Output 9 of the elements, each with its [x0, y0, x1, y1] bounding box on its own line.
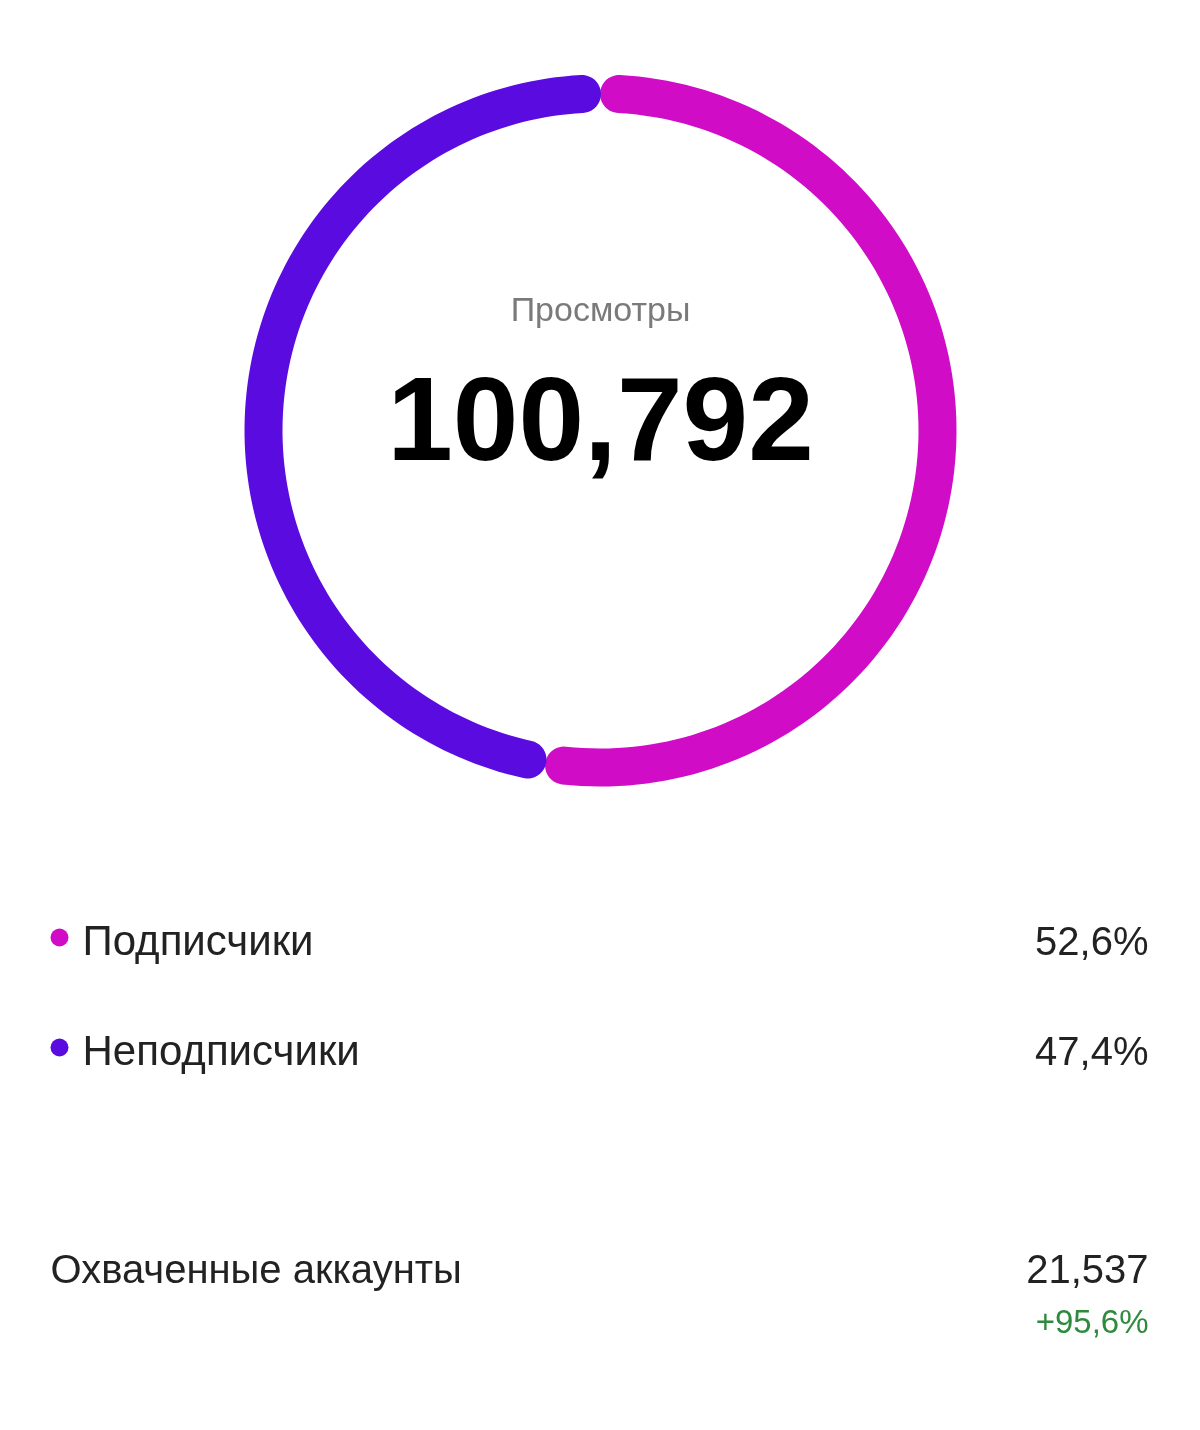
- legend-label: Неподписчики: [82, 1027, 360, 1074]
- text: Просмотры: [510, 289, 691, 328]
- text: Охваченные аккаунты: [50, 1246, 462, 1291]
- text: +95,6%: [1035, 1303, 1149, 1340]
- text: 100,792: [387, 352, 814, 485]
- text: 21,537: [1026, 1246, 1149, 1291]
- data-label: 47,4%: [1035, 1028, 1149, 1073]
- legend-label: Подписчики: [82, 917, 314, 964]
- data-label: 52,6%: [1035, 918, 1149, 963]
